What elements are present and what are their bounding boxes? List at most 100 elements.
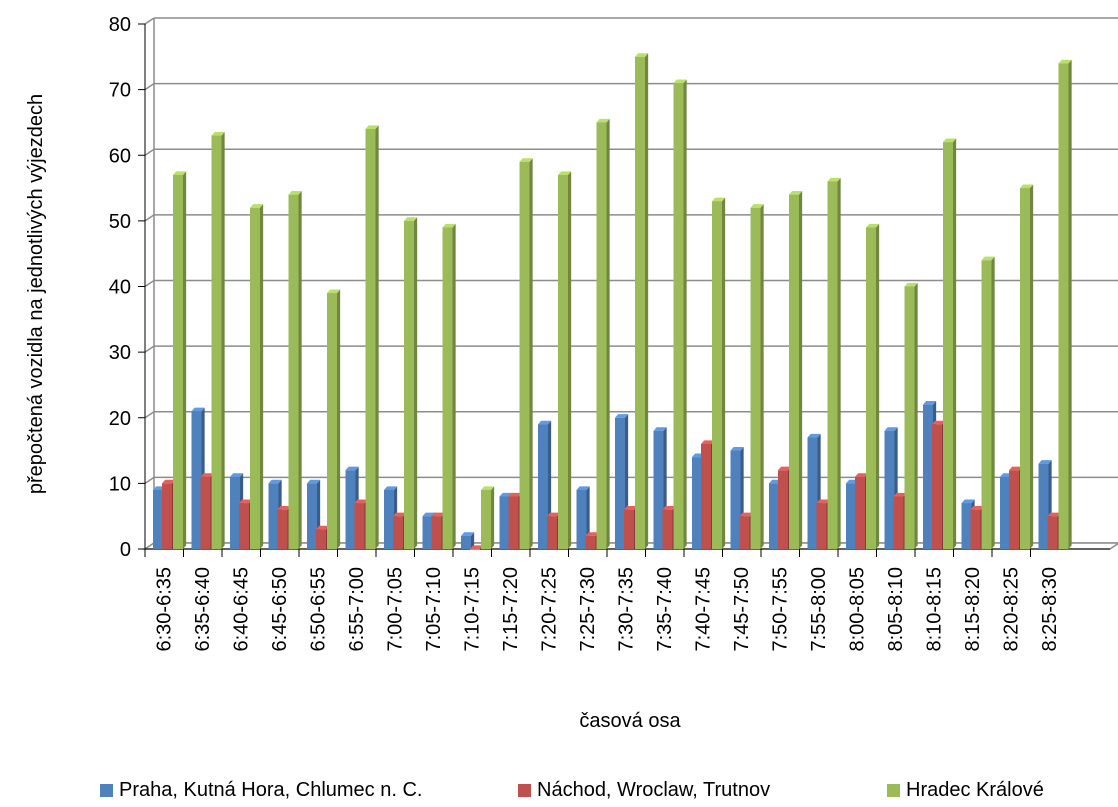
legend-label: Náchod, Wroclaw, Trutnov	[537, 778, 771, 801]
bar-top	[712, 197, 726, 202]
bar-top	[807, 433, 821, 438]
bar-top	[288, 191, 302, 195]
y-tick-labels: 0 10 20 30 40 50 60 70 80	[109, 14, 131, 561]
bar-front	[662, 509, 673, 549]
bar-top	[1047, 512, 1061, 517]
bar-top	[970, 506, 984, 510]
x-tick-label: 6:50-6:55	[307, 567, 329, 652]
bar-front	[508, 496, 519, 549]
x-tick-label: 7:10-7:15	[461, 567, 483, 652]
legend: Praha, Kutná Hora, Chlumec n. C. Náchod,…	[100, 776, 1100, 804]
bar	[673, 79, 687, 550]
bar-front	[442, 227, 453, 549]
legend-item: Hradec Králové	[887, 776, 1044, 804]
bar-side	[221, 131, 225, 549]
bar-front	[576, 489, 587, 549]
legend-label: Hradec Králové	[906, 778, 1044, 801]
bar-side	[414, 217, 418, 549]
bar-front	[558, 174, 568, 549]
bar	[635, 53, 649, 550]
bar-top	[596, 118, 610, 123]
x-tick-label: 7:20-7:25	[538, 567, 560, 652]
bar-top	[481, 486, 495, 490]
bar-front	[365, 129, 376, 549]
bar	[288, 191, 302, 549]
y-axis-title: přepočtená vozidla na jednotlivých výjez…	[25, 94, 47, 494]
bar-top	[1058, 59, 1072, 64]
bar-front	[653, 430, 664, 549]
bar-top	[442, 223, 456, 228]
bar-front	[692, 457, 702, 549]
bar-top	[354, 499, 368, 504]
bar-top	[470, 545, 484, 549]
bar-front	[932, 424, 942, 549]
bar-front	[789, 194, 799, 549]
gridline-left-wall	[144, 83, 155, 91]
bar-front	[431, 516, 442, 549]
bar	[981, 256, 995, 549]
x-tick-label: 7:35-7:40	[654, 567, 676, 652]
bar-top	[585, 532, 599, 536]
bar-top	[1038, 460, 1052, 464]
bar	[789, 191, 803, 549]
bar-side	[837, 177, 841, 549]
bar-front	[615, 417, 625, 549]
y-tick-label: 50	[109, 211, 131, 233]
x-tick-label: 6:35-6:40	[192, 567, 214, 652]
bar-top	[268, 479, 282, 484]
bar-top	[635, 53, 649, 57]
bar-side	[568, 171, 572, 549]
bar-front	[904, 286, 915, 549]
bar-top	[250, 204, 264, 208]
x-tick-label: 8:00-8:05	[846, 567, 868, 652]
bar	[519, 158, 533, 549]
legend-swatch-series-3	[887, 783, 900, 797]
bar-front	[807, 437, 818, 549]
bar-top	[1009, 466, 1023, 471]
bar	[404, 217, 418, 549]
x-tick-label: 7:45-7:50	[731, 567, 753, 652]
bar-top	[653, 427, 667, 431]
bar-front	[191, 411, 202, 549]
bar-front	[769, 483, 779, 549]
bar-side	[183, 171, 187, 549]
bar-top	[789, 191, 803, 195]
bar-side	[914, 282, 918, 549]
bar-top	[461, 532, 475, 536]
bar-front	[393, 516, 403, 549]
bar-top	[316, 525, 330, 530]
bar-front	[701, 444, 711, 549]
x-tick-label: 7:25-7:30	[577, 567, 599, 652]
bar	[904, 282, 918, 549]
bar-side	[683, 79, 687, 550]
bar-side	[471, 532, 475, 549]
bar-front	[519, 161, 530, 549]
x-tick-label: 7:40-7:45	[692, 567, 714, 652]
bar-side	[375, 125, 379, 550]
bar-front	[354, 503, 365, 549]
bar	[442, 223, 456, 549]
bar-front	[712, 201, 722, 549]
bar-front	[1000, 476, 1010, 549]
bar-front	[1009, 470, 1019, 549]
bar-front	[422, 516, 433, 549]
bar-top	[558, 171, 572, 175]
x-tick-label: 8:05-8:10	[885, 567, 907, 652]
bar-side	[1068, 59, 1072, 550]
gridline-left-wall	[144, 279, 155, 288]
bar-front	[200, 476, 211, 549]
bar	[866, 223, 880, 549]
bar-top	[211, 131, 225, 136]
bar-top	[162, 479, 176, 484]
bar-top	[662, 506, 676, 510]
bar-front	[316, 529, 326, 549]
bar-side	[260, 204, 264, 549]
legend-label: Praha, Kutná Hora, Chlumec n. C.	[119, 778, 423, 801]
bar-front	[153, 489, 163, 549]
bar-front	[470, 549, 480, 550]
bar-front	[884, 430, 895, 549]
bar-side	[799, 191, 803, 549]
bar-top	[730, 446, 744, 451]
bar	[712, 197, 726, 549]
x-tick-label: 6:55-7:00	[346, 567, 368, 652]
